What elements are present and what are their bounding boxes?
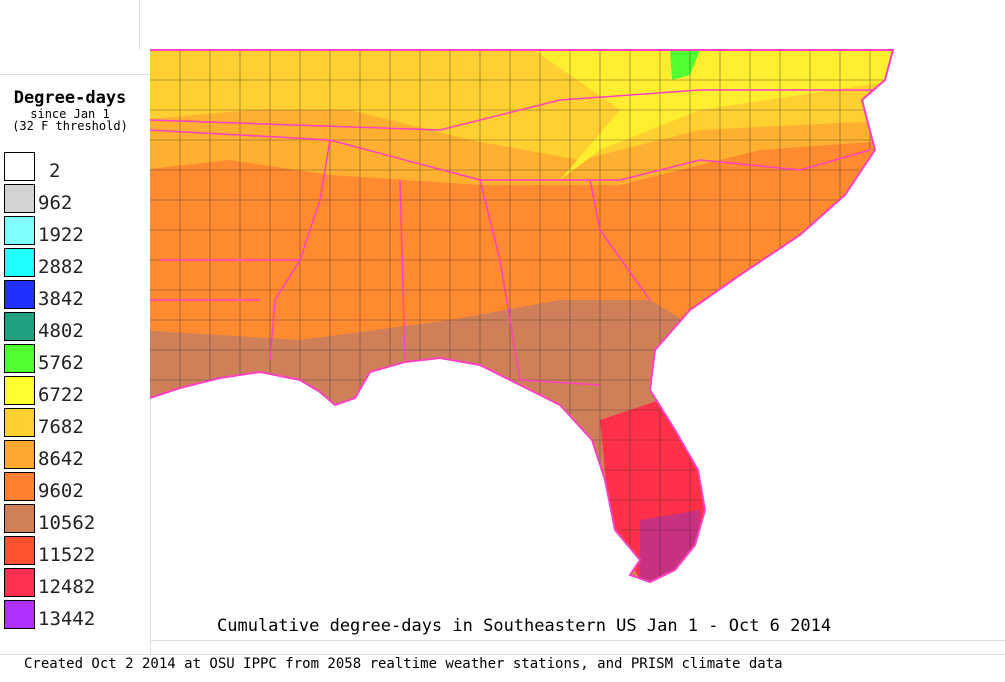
coastline — [149, 49, 895, 584]
legend-value: 11522 — [38, 544, 96, 566]
legend-swatch — [4, 184, 35, 213]
legend-swatch — [4, 312, 35, 341]
legend-value: 2 — [49, 160, 61, 182]
credit-line: Created Oct 2 2014 at OSU IPPC from 2058… — [24, 656, 783, 672]
legend-swatch — [4, 408, 35, 437]
map-fill — [150, 50, 893, 582]
legend-value: 10562 — [38, 512, 96, 534]
legend-value: 8642 — [38, 448, 84, 470]
legend-swatch — [4, 440, 35, 469]
legend-swatch — [4, 344, 35, 373]
map-title: Cumulative degree-days in Southeastern U… — [217, 616, 832, 636]
divider — [0, 74, 150, 75]
legend-title: Degree-days — [13, 88, 127, 108]
legend-subtitle: (32 F threshold) — [12, 119, 128, 133]
legend-value: 1922 — [38, 224, 84, 246]
legend-swatch — [4, 152, 35, 181]
divider — [0, 654, 1005, 655]
legend-value: 962 — [38, 192, 73, 214]
legend-value: 5762 — [38, 352, 84, 374]
legend-value: 6722 — [38, 384, 84, 406]
legend-swatch — [4, 376, 35, 405]
legend-value: 9602 — [38, 480, 84, 502]
divider — [150, 640, 1005, 641]
legend-value: 4802 — [38, 320, 84, 342]
legend-subtitle: since Jan 1 — [30, 107, 110, 121]
legend-value: 7682 — [38, 416, 84, 438]
legend-value: 12482 — [38, 576, 96, 598]
legend-swatch — [4, 504, 35, 533]
legend-value: 13442 — [38, 608, 96, 630]
state-borders — [150, 89, 893, 386]
legend-swatch — [4, 216, 35, 245]
legend-value: 3842 — [38, 288, 84, 310]
legend-value: 2882 — [38, 256, 84, 278]
legend-swatch — [4, 472, 35, 501]
legend-swatch — [4, 568, 35, 597]
legend-swatch — [4, 536, 35, 565]
divider — [139, 0, 140, 50]
legend-swatch — [4, 248, 35, 277]
degree-day-map — [149, 49, 895, 584]
legend-swatch — [4, 280, 35, 309]
legend-swatch — [4, 600, 35, 629]
